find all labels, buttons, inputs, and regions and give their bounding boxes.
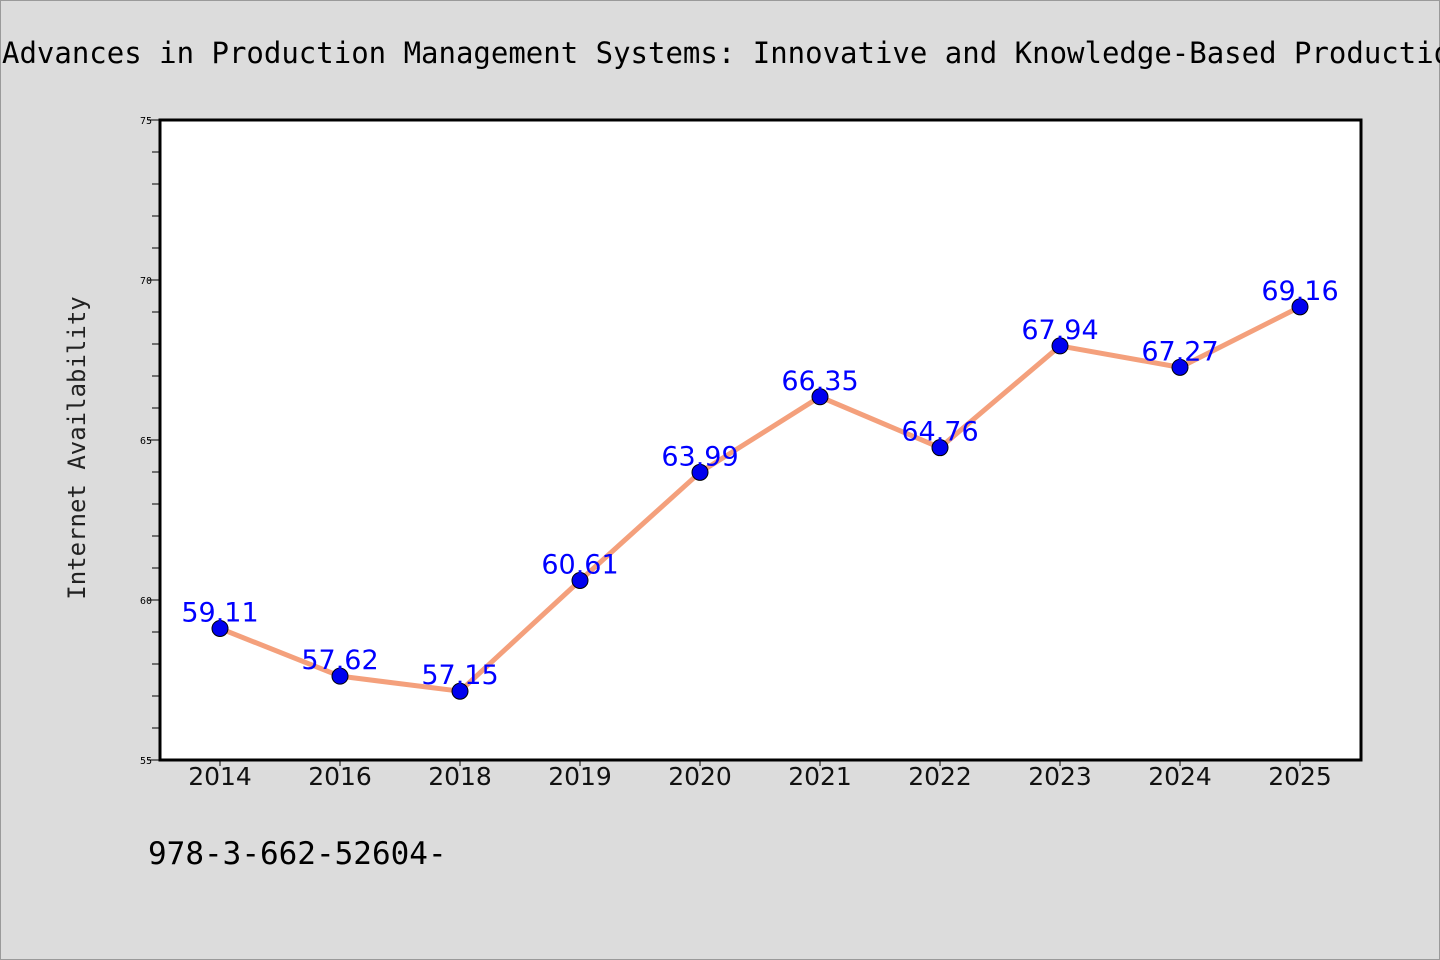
data-point [691, 463, 709, 481]
x-tick-label: 2016 [308, 762, 372, 791]
x-tick-label: 2014 [188, 762, 252, 791]
data-point [931, 439, 949, 457]
x-tick-label: 2020 [668, 762, 732, 791]
x-tick-label: 2019 [548, 762, 612, 791]
data-point [1051, 337, 1069, 355]
plot-area [158, 118, 1363, 762]
data-point [1291, 298, 1309, 316]
data-label: 63.99 [661, 441, 738, 472]
x-tick-label: 2025 [1268, 762, 1332, 791]
series-layer: 59.11 57.62 57.15 60.61 63.99 66.35 64.76 67.94… [181, 276, 1339, 700]
data-label: 57.62 [301, 645, 378, 676]
y-axis-label: Internet Availability [63, 296, 91, 599]
data-label: 57.15 [421, 660, 498, 691]
data-label: 66.35 [781, 366, 858, 397]
data-label: 60.61 [541, 549, 618, 580]
y-axis: 55 60 65 70 75 [140, 116, 160, 767]
data-point [811, 388, 829, 406]
data-label: 64.76 [901, 417, 978, 448]
y-tick-label: 60 [140, 596, 152, 607]
x-tick-label: 2023 [1028, 762, 1092, 791]
data-point [571, 571, 589, 589]
series-line [217, 304, 1303, 694]
data-point [211, 619, 229, 637]
y-tick-label: 70 [140, 276, 152, 287]
x-tick-label: 2021 [788, 762, 852, 791]
y-tick-label: 65 [140, 436, 152, 447]
y-tick-label: 55 [140, 756, 152, 767]
data-point [1171, 358, 1189, 376]
data-label: 59.11 [181, 597, 258, 628]
x-tick-label: 2018 [428, 762, 492, 791]
x-tick-label: 2024 [1148, 762, 1212, 791]
chart-title: Advances in Production Management System… [2, 36, 1440, 70]
data-label: 67.94 [1021, 315, 1098, 346]
x-tick-label: 2022 [908, 762, 972, 791]
data-label: 67.27 [1141, 336, 1218, 367]
data-point [331, 667, 349, 685]
data-label: 69.16 [1261, 276, 1338, 307]
footer-text: 978-3-662-52604- [148, 836, 447, 872]
y-tick-label: 75 [140, 116, 152, 127]
data-point [451, 682, 469, 700]
x-axis: 2014 2016 2018 2019 2020 2021 2022 2023 2024 2025 [188, 760, 1332, 791]
